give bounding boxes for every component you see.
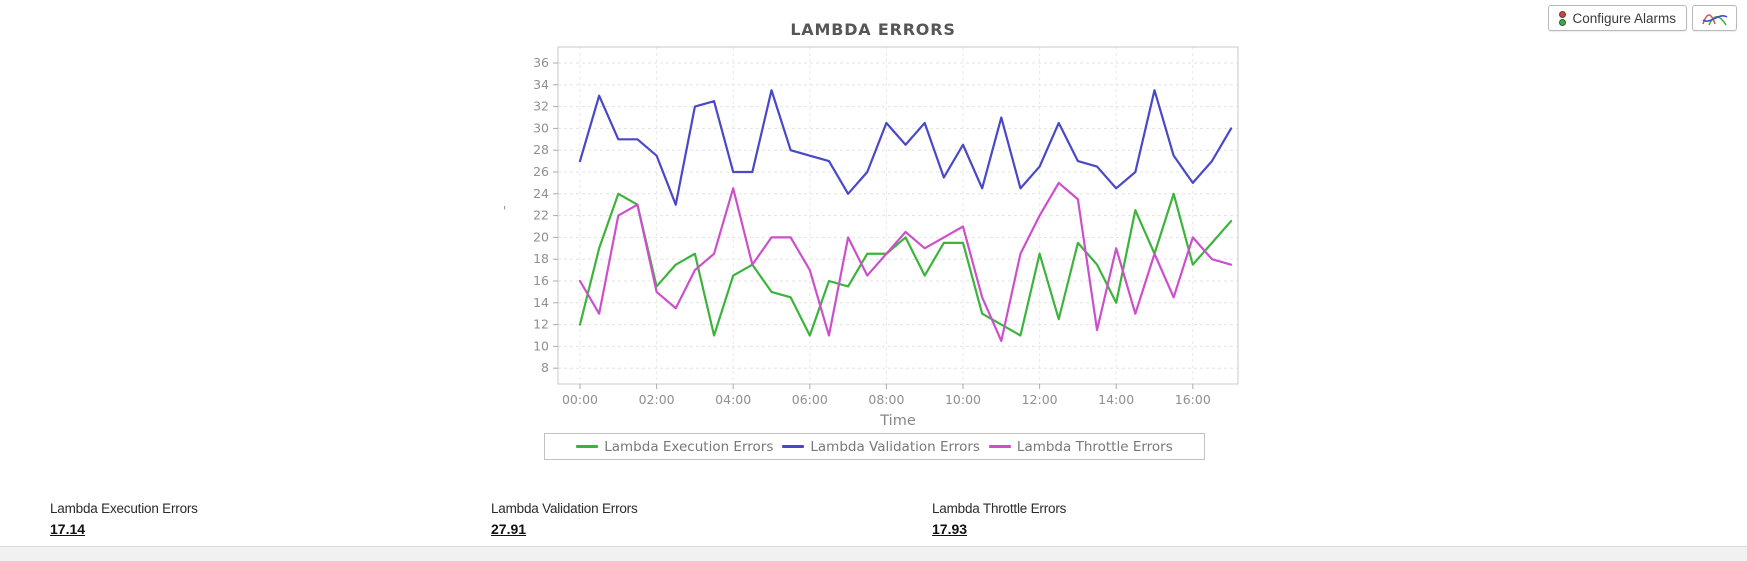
traffic-light-green-dot (1559, 18, 1567, 26)
series-line-lambda-throttle-errors (578, 181, 1233, 343)
legend-line-swatch (576, 445, 599, 448)
chart-style-button[interactable] (1692, 5, 1737, 31)
stat-lambda-validation-errors: Lambda Validation Errors 27.91 (491, 501, 638, 539)
stat-value[interactable]: 27.91 (491, 521, 527, 537)
stat-label: Lambda Throttle Errors (932, 501, 1067, 516)
svg-text:16: 16 (533, 273, 549, 288)
svg-text:20: 20 (533, 229, 549, 244)
axes: 8 10 12 14 16 18 20 22 24 26 28 30 32 34 36 00:00 02:00 0… (533, 55, 1211, 429)
y-axis-mark: ' (503, 204, 507, 218)
legend-item-lambda-execution-errors[interactable]: Lambda Execution Errors (576, 439, 773, 455)
svg-text:14: 14 (533, 295, 549, 310)
svg-text:34: 34 (533, 77, 549, 92)
stat-value[interactable]: 17.93 (932, 521, 968, 537)
svg-text:04:00: 04:00 (715, 392, 751, 407)
svg-text:32: 32 (533, 99, 549, 114)
lambda-errors-chart: 8 10 12 14 16 18 20 22 24 26 28 30 32 34 36 00:00 02:00 0… (500, 38, 1260, 430)
svg-text:08:00: 08:00 (868, 392, 904, 407)
svg-text:26: 26 (533, 164, 549, 179)
series-line-lambda-execution-errors (578, 192, 1233, 337)
svg-text:8: 8 (541, 360, 549, 375)
stat-label: Lambda Execution Errors (50, 501, 198, 516)
svg-text:06:00: 06:00 (792, 392, 828, 407)
legend-line-swatch (782, 445, 805, 448)
chart-canvas: 8 10 12 14 16 18 20 22 24 26 28 30 32 34 36 00:00 02:00 0… (533, 46, 1239, 429)
legend-item-lambda-validation-errors[interactable]: Lambda Validation Errors (782, 439, 980, 455)
svg-text:30: 30 (533, 120, 549, 135)
grid (558, 47, 1238, 384)
svg-text:10: 10 (533, 338, 549, 353)
svg-text:00:00: 00:00 (562, 392, 598, 407)
stat-label: Lambda Validation Errors (491, 501, 638, 516)
svg-text:22: 22 (533, 208, 549, 223)
legend-line-swatch (988, 445, 1011, 448)
svg-text:02:00: 02:00 (639, 392, 675, 407)
page-bottom-strip (0, 546, 1747, 561)
stat-lambda-throttle-errors: Lambda Throttle Errors 17.93 (932, 501, 1066, 539)
svg-text:14:00: 14:00 (1098, 392, 1134, 407)
legend-label: Lambda Throttle Errors (1016, 438, 1173, 455)
svg-text:16:00: 16:00 (1175, 392, 1211, 407)
legend-label: Lambda Execution Errors (604, 438, 774, 455)
legend-label: Lambda Validation Errors (810, 438, 980, 455)
svg-text:28: 28 (533, 142, 549, 157)
legend-item-lambda-throttle-errors[interactable]: Lambda Throttle Errors (988, 438, 1173, 455)
svg-text:18: 18 (533, 251, 549, 266)
configure-alarms-label: Configure Alarms (1572, 10, 1676, 26)
toolbar: Configure Alarms (1548, 5, 1737, 31)
configure-alarms-button[interactable]: Configure Alarms (1548, 5, 1687, 31)
svg-text:10:00: 10:00 (945, 392, 981, 407)
traffic-light-icon (1559, 10, 1567, 26)
stat-value[interactable]: 17.14 (50, 521, 86, 537)
x-axis-title: Time (879, 413, 916, 429)
svg-text:12: 12 (533, 317, 549, 332)
series-line-lambda-validation-errors (578, 89, 1233, 206)
chart-title: LAMBDA ERRORS (790, 20, 956, 39)
traffic-light-red-dot (1559, 10, 1567, 18)
svg-text:36: 36 (533, 55, 549, 70)
line-chart-icon (1701, 14, 1727, 26)
chart-legend: Lambda Execution Errors Lambda Validation… (544, 433, 1205, 460)
stat-lambda-execution-errors: Lambda Execution Errors 17.14 (50, 501, 198, 539)
svg-text:24: 24 (533, 186, 549, 201)
svg-text:12:00: 12:00 (1022, 392, 1058, 407)
